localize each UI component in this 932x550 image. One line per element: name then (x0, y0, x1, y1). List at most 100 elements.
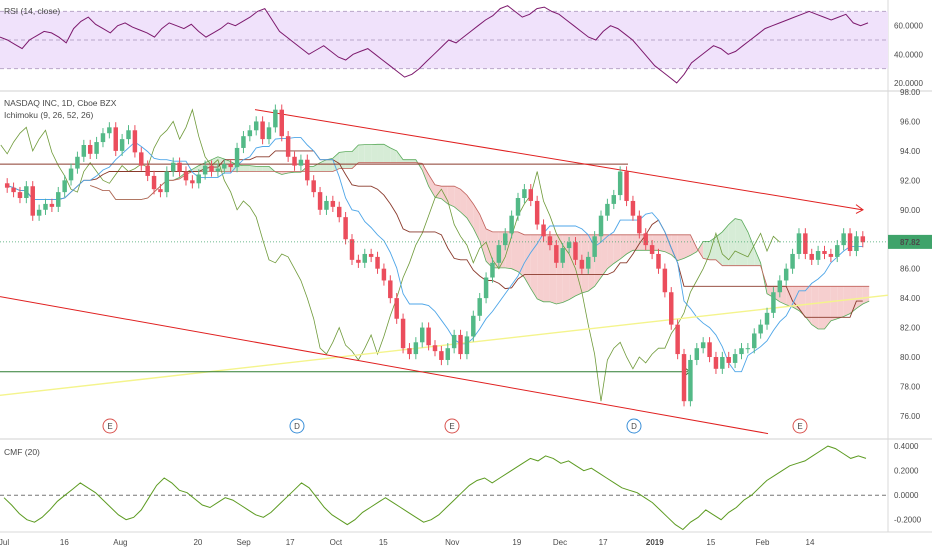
ichimoku-cloud-segment (313, 162, 321, 172)
candle-body (266, 127, 272, 140)
ichimoku-cloud-segment (364, 144, 372, 163)
ichimoku-cloud-segment (256, 166, 263, 172)
ichimoku-cloud-segment (403, 159, 410, 163)
candle-body (234, 147, 240, 168)
candle-body (324, 200, 329, 210)
candle-body (253, 121, 259, 131)
time-tick-label: Feb (756, 538, 770, 547)
candle-body (49, 203, 55, 207)
ichimoku-cloud-segment (824, 286, 831, 330)
ichimoku-cloud-segment (664, 234, 672, 255)
candle-body (835, 245, 840, 257)
candle-body (388, 280, 393, 299)
candle-body (675, 324, 680, 355)
time-tick-label: Dec (553, 538, 567, 547)
ichimoku-cloud-segment (281, 171, 289, 175)
candle-body (215, 168, 221, 172)
candle-body (752, 333, 757, 349)
ichimoku-cloud-segment (377, 144, 384, 163)
ichimoku-cloud-segment (626, 234, 633, 254)
candle-body (573, 242, 578, 260)
candle-body (554, 245, 559, 263)
candle-body (17, 192, 23, 199)
time-tick-label: 17 (599, 538, 608, 547)
candle-body (458, 334, 463, 355)
ichimoku-cloud-segment (811, 286, 819, 330)
ichimoku-cloud-segment (696, 241, 704, 259)
candle-body (68, 168, 74, 181)
candle-body (681, 354, 687, 402)
candle-body (164, 171, 170, 193)
candle-body (528, 189, 534, 201)
event-marker-label: E (449, 422, 454, 431)
ichimoku-cloud-segment (601, 234, 608, 278)
ichimoku-cloud-segment (473, 203, 480, 242)
event-marker-dividend (289, 418, 305, 434)
candle-body (764, 312, 770, 325)
candle-body (713, 357, 719, 369)
candle-body (745, 348, 751, 350)
time-tick-label: 14 (806, 538, 815, 547)
candle-body (107, 127, 112, 134)
ichimoku-cloud-segment (192, 165, 199, 172)
ichimoku-cloud-segment (383, 144, 391, 163)
ichimoku-cloud-segment (422, 163, 429, 187)
candle-body (688, 359, 693, 402)
price-tick-label: 82.00 (900, 324, 921, 333)
candle-body (809, 253, 814, 260)
candle-body (758, 324, 763, 334)
cmf-tick-label: 0.0000 (894, 491, 919, 500)
time-tick-label: 15 (379, 538, 388, 547)
candle-body (209, 165, 214, 172)
rsi-tick-label: 60.0000 (894, 22, 923, 31)
candle-body (815, 251, 821, 260)
candle-body (407, 348, 412, 355)
candle-body (477, 298, 482, 316)
candle-body (279, 109, 284, 137)
cmf-label: CMF (20) (4, 447, 40, 457)
candle-body (305, 159, 310, 181)
candle-body (694, 348, 700, 360)
last-price-badge (888, 234, 932, 249)
candle-body (317, 192, 323, 210)
ichimoku-cloud-segment (709, 237, 716, 260)
candle-body (439, 351, 444, 360)
candle-body (669, 292, 674, 325)
candle-body (611, 195, 617, 204)
ichimoku-span-a-line (90, 143, 870, 330)
candle-body (356, 259, 361, 263)
ichimoku-cloud-segment (486, 228, 493, 268)
candle-body (87, 145, 93, 154)
candle-body (547, 236, 553, 246)
ichimoku-cloud-segment (460, 189, 467, 218)
ichimoku-lagging-line (0, 108, 781, 402)
candle-body (222, 164, 227, 169)
candle-body (451, 334, 457, 349)
candle-body (624, 171, 629, 201)
ichimoku-cloud-segment (390, 147, 397, 163)
candle-body (94, 142, 99, 154)
candle-body (828, 253, 834, 257)
candle-body (592, 236, 597, 257)
cmf-tick-label: 0.2000 (894, 467, 919, 476)
candle-body (783, 268, 789, 281)
ichimoku-cloud-segment (684, 234, 691, 259)
candle-body (822, 251, 827, 254)
candle-body (541, 224, 546, 237)
time-tick-label: Aug (113, 538, 127, 547)
ichimoku-cloud-segment (747, 231, 755, 266)
candle-body (790, 253, 795, 269)
candle-body (854, 236, 859, 252)
price-tick-label: 84.00 (900, 294, 921, 303)
candle-body (394, 298, 399, 319)
candle-body (598, 215, 604, 237)
candle-body (841, 233, 846, 246)
candle-body (656, 253, 661, 269)
candle-body (605, 203, 610, 216)
ichimoku-cloud-segment (728, 218, 736, 266)
ichimoku-cloud-segment (428, 174, 435, 198)
ichimoku-cloud-segment (447, 186, 455, 207)
ichimoku-cloud-segment (581, 234, 589, 293)
candle-body (285, 136, 291, 157)
